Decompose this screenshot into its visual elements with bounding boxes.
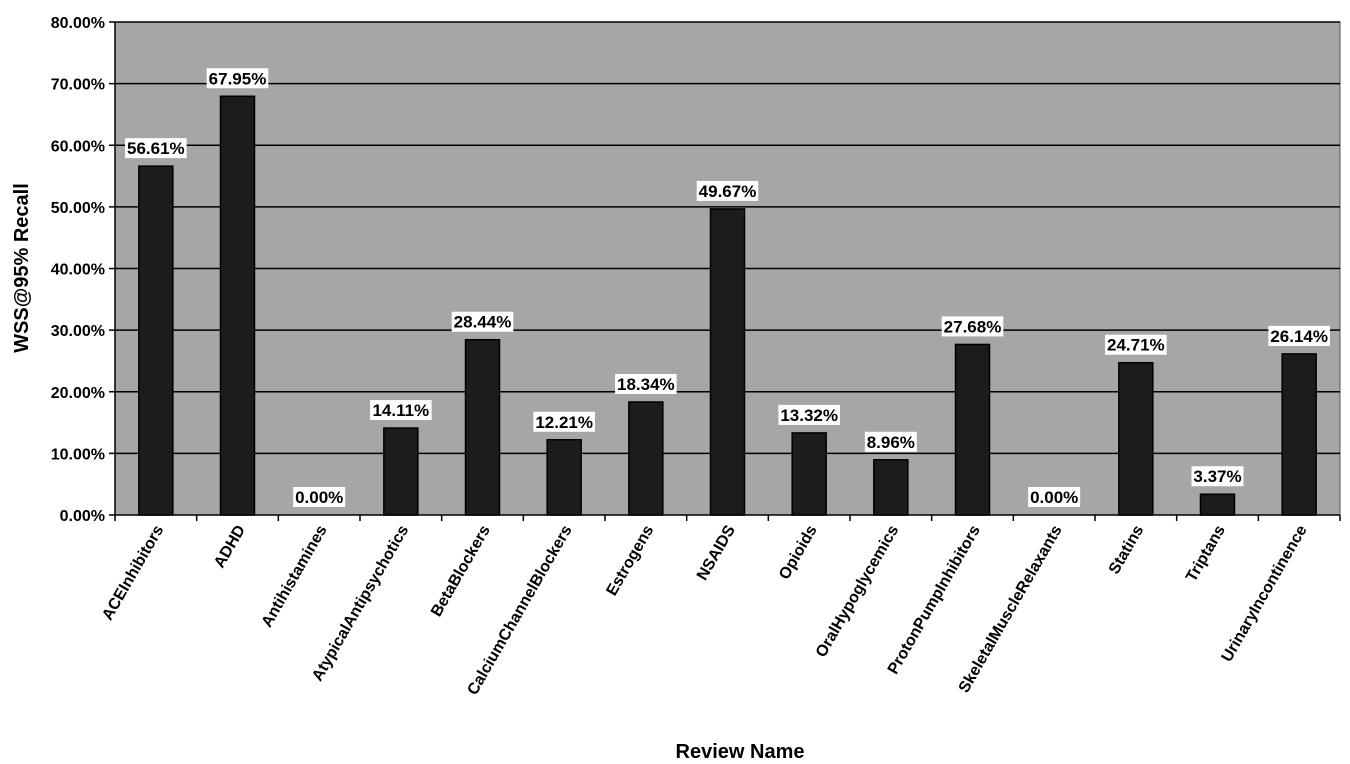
- x-tick-label: Statins: [1106, 522, 1147, 577]
- x-tick-label: Opioids: [776, 522, 821, 582]
- data-label: 49.67%: [699, 182, 757, 201]
- y-axis-title: WSS@95% Recall: [11, 183, 33, 353]
- bar: [466, 340, 500, 515]
- bar: [629, 402, 663, 515]
- y-tick-label: 70.00%: [51, 77, 105, 94]
- y-tick-label: 40.00%: [51, 262, 105, 279]
- bar: [1282, 354, 1316, 515]
- bar: [547, 440, 581, 515]
- bar: [874, 460, 908, 515]
- data-label: 14.11%: [372, 401, 429, 420]
- data-label: 24.71%: [1107, 336, 1165, 355]
- data-label: 13.32%: [780, 406, 838, 425]
- x-tick-label: Antihistamines: [259, 522, 331, 630]
- x-tick-label: ProtonPumpInhibitors: [885, 522, 984, 677]
- x-tick-label: Triptans: [1183, 522, 1229, 584]
- data-label: 18.34%: [617, 375, 675, 394]
- x-tick-label: BetaBlockers: [428, 522, 494, 619]
- bar: [711, 209, 745, 515]
- x-tick-label: Estrogens: [603, 522, 657, 598]
- data-label: 27.68%: [944, 317, 1002, 336]
- y-tick-label: 10.00%: [51, 446, 105, 463]
- y-tick-label: 60.00%: [51, 138, 105, 155]
- y-tick-label: 30.00%: [51, 323, 105, 340]
- data-label: 67.95%: [209, 69, 267, 88]
- x-tick-label: UrinaryIncontinence: [1219, 522, 1311, 665]
- x-tick-label: OralHypoglycemics: [813, 522, 902, 660]
- x-tick-label: AtypicalAntipsychotics: [309, 522, 412, 684]
- bar: [792, 433, 826, 515]
- x-axis: ACEInhibitors ADHD AntihistaminesAtypicalA…: [99, 515, 1340, 698]
- data-label: 56.61%: [127, 139, 185, 158]
- bar: [1201, 494, 1235, 515]
- x-axis-title: Review Name: [676, 741, 805, 763]
- x-tick-label: ACEInhibitors: [99, 522, 167, 623]
- y-tick-label: 20.00%: [51, 385, 105, 402]
- y-tick-label: 80.00%: [51, 15, 105, 32]
- data-label: 8.96%: [867, 433, 915, 452]
- x-tick-label: ADHD: [211, 523, 249, 572]
- y-tick-label: 50.00%: [51, 200, 105, 217]
- y-tick-label: 0.00%: [60, 508, 105, 525]
- data-label: 0.00%: [1030, 488, 1078, 507]
- bar: [956, 344, 990, 515]
- data-label: 26.14%: [1270, 327, 1328, 346]
- data-label: 28.44%: [454, 313, 512, 332]
- x-tick-label: NSAIDS: [694, 522, 739, 583]
- data-label: 3.37%: [1193, 467, 1241, 486]
- y-axis: 0.00% 10.00% 20.00% 30.00% 40.00% 50.00% 60.00…: [51, 15, 115, 525]
- bar: [384, 428, 418, 515]
- bar: [1119, 363, 1153, 515]
- bar: [221, 96, 255, 515]
- data-label: 12.21%: [535, 413, 593, 432]
- data-label: 0.00%: [295, 488, 343, 507]
- bar: [139, 166, 173, 515]
